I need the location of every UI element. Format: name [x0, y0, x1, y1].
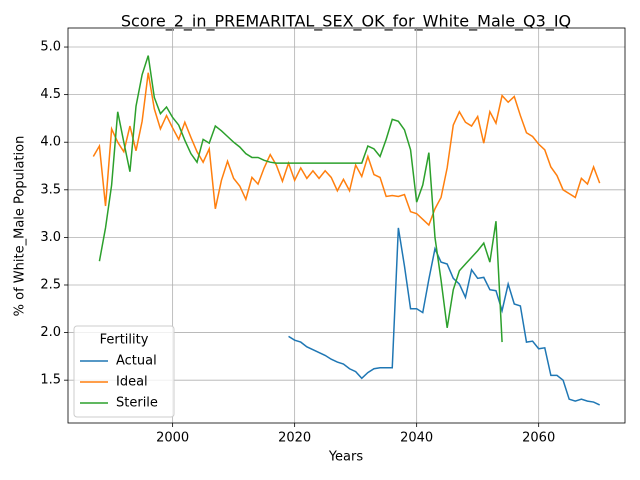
- legend-box: [73, 325, 175, 418]
- legend-title: Fertility: [100, 333, 149, 348]
- y-tick-label: 4.5: [40, 87, 61, 102]
- chart-title: Score_2_in_PREMARITAL_SEX_OK_for_White_M…: [121, 12, 571, 32]
- legend-label: Sterile: [116, 396, 158, 411]
- line-series: [92, 72, 601, 227]
- y-tick-label: 3.5: [40, 182, 61, 197]
- x-tick-label: 2000: [156, 431, 189, 446]
- y-axis-label: % of White_Male Population: [13, 136, 28, 317]
- y-tick-label: 4.0: [40, 135, 61, 150]
- legend: Fertility Actual Ideal Sterile: [73, 325, 175, 418]
- line-series: [98, 55, 503, 343]
- y-tick-label: 5.0: [40, 40, 61, 55]
- y-tick-label: 2.0: [40, 325, 61, 340]
- legend-label: Ideal: [116, 375, 148, 390]
- legend-label: Actual: [116, 354, 157, 369]
- x-tick-label: 2040: [400, 431, 433, 446]
- x-axis-label: Years: [328, 450, 364, 465]
- y-tick-label: 1.5: [40, 373, 61, 388]
- y-tick-label: 3.0: [40, 230, 61, 245]
- plot-frame: [67, 27, 626, 424]
- x-tick-label: 2060: [522, 431, 555, 446]
- line-series: [288, 227, 600, 406]
- y-tick-label: 2.5: [40, 277, 61, 292]
- x-tick-label: 2020: [278, 431, 311, 446]
